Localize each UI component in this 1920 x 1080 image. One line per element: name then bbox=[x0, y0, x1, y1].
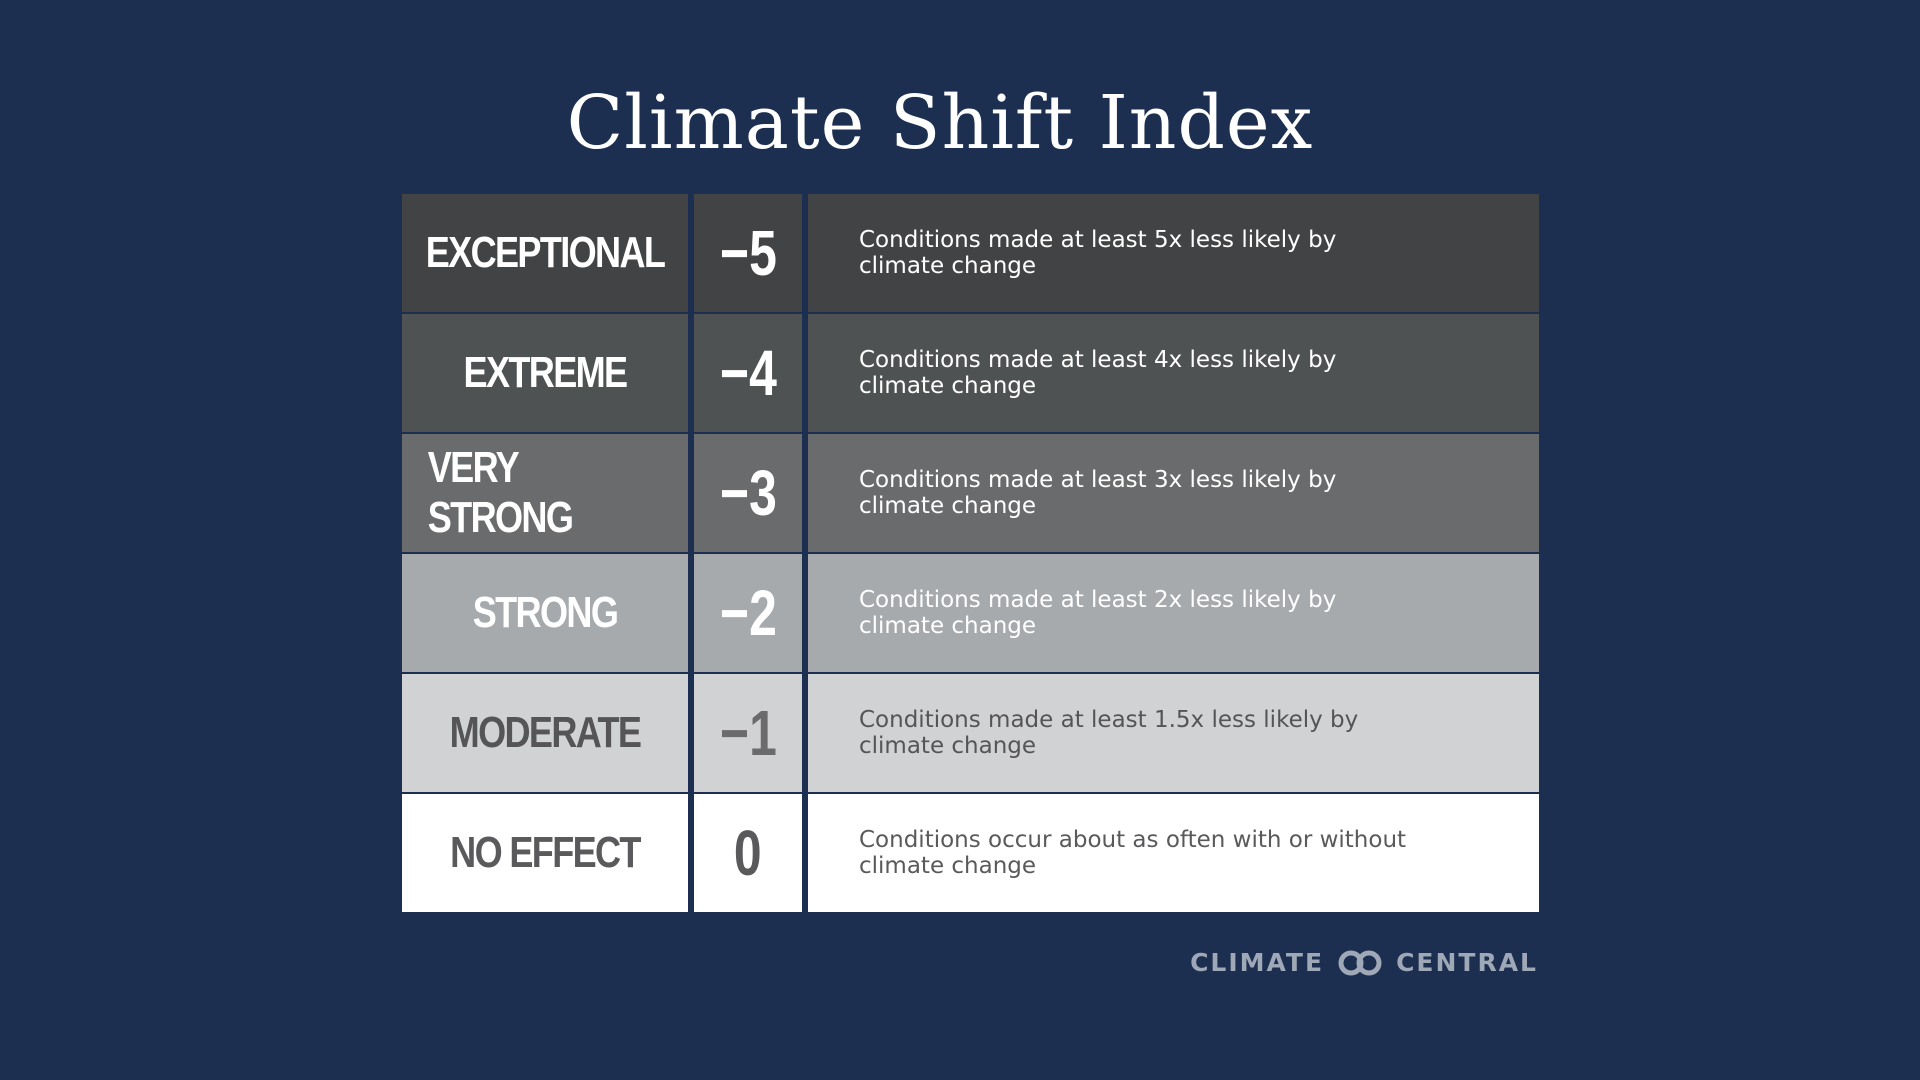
level-label: EXTREME bbox=[463, 348, 629, 397]
description-text: Conditions occur about as often with or … bbox=[859, 827, 1407, 879]
logo-text-left: CLIMATE bbox=[1190, 948, 1325, 977]
level-label: STRONG bbox=[472, 588, 619, 637]
level-label: EXCEPTIONAL bbox=[425, 228, 666, 277]
description-cell: Conditions made at least 5x less likely … bbox=[808, 194, 1539, 312]
value-cell: −5 bbox=[694, 194, 802, 312]
value-cell: −2 bbox=[694, 554, 802, 672]
level-cell: EXCEPTIONAL bbox=[402, 194, 688, 312]
linked-rings-icon bbox=[1338, 950, 1382, 975]
description-cell: Conditions made at least 2x less likely … bbox=[808, 554, 1539, 672]
description-text: Conditions made at least 2x less likely … bbox=[859, 587, 1337, 639]
description-cell: Conditions occur about as often with or … bbox=[808, 794, 1539, 912]
logo-text-right: CENTRAL bbox=[1396, 948, 1538, 977]
description-text: Conditions made at least 4x less likely … bbox=[859, 347, 1337, 399]
value-label: −2 bbox=[719, 577, 777, 649]
value-cell: −1 bbox=[694, 674, 802, 792]
climate-central-logo: CLIMATE CENTRAL bbox=[1190, 948, 1538, 977]
value-label: −1 bbox=[719, 697, 777, 769]
value-cell: 0 bbox=[694, 794, 802, 912]
page-title: Climate Shift Index bbox=[566, 80, 1314, 166]
value-label: 0 bbox=[734, 817, 762, 889]
description-cell: Conditions made at least 4x less likely … bbox=[808, 314, 1539, 432]
level-cell: VERY STRONG bbox=[402, 434, 688, 552]
description-cell: Conditions made at least 3x less likely … bbox=[808, 434, 1539, 552]
table-row: NO EFFECT 0 Conditions occur about as of… bbox=[402, 794, 1539, 912]
table-row: MODERATE −1 Conditions made at least 1.5… bbox=[402, 674, 1539, 792]
description-text: Conditions made at least 1.5x less likel… bbox=[859, 707, 1359, 759]
value-cell: −3 bbox=[694, 434, 802, 552]
value-label: −5 bbox=[719, 217, 777, 289]
value-label: −3 bbox=[719, 457, 777, 529]
value-cell: −4 bbox=[694, 314, 802, 432]
csi-table: EXCEPTIONAL −5 Conditions made at least … bbox=[402, 194, 1539, 914]
table-row: STRONG −2 Conditions made at least 2x le… bbox=[402, 554, 1539, 672]
level-cell: NO EFFECT bbox=[402, 794, 688, 912]
level-cell: MODERATE bbox=[402, 674, 688, 792]
level-label: MODERATE bbox=[449, 708, 642, 757]
value-label: −4 bbox=[719, 337, 777, 409]
level-cell: STRONG bbox=[402, 554, 688, 672]
description-text: Conditions made at least 3x less likely … bbox=[859, 467, 1337, 519]
description-cell: Conditions made at least 1.5x less likel… bbox=[808, 674, 1539, 792]
level-label: VERY STRONG bbox=[427, 443, 574, 542]
level-cell: EXTREME bbox=[402, 314, 688, 432]
level-label: NO EFFECT bbox=[450, 828, 641, 877]
table-row: EXCEPTIONAL −5 Conditions made at least … bbox=[402, 194, 1539, 312]
description-text: Conditions made at least 5x less likely … bbox=[859, 227, 1337, 279]
table-row: VERY STRONG −3 Conditions made at least … bbox=[402, 434, 1539, 552]
table-row: EXTREME −4 Conditions made at least 4x l… bbox=[402, 314, 1539, 432]
